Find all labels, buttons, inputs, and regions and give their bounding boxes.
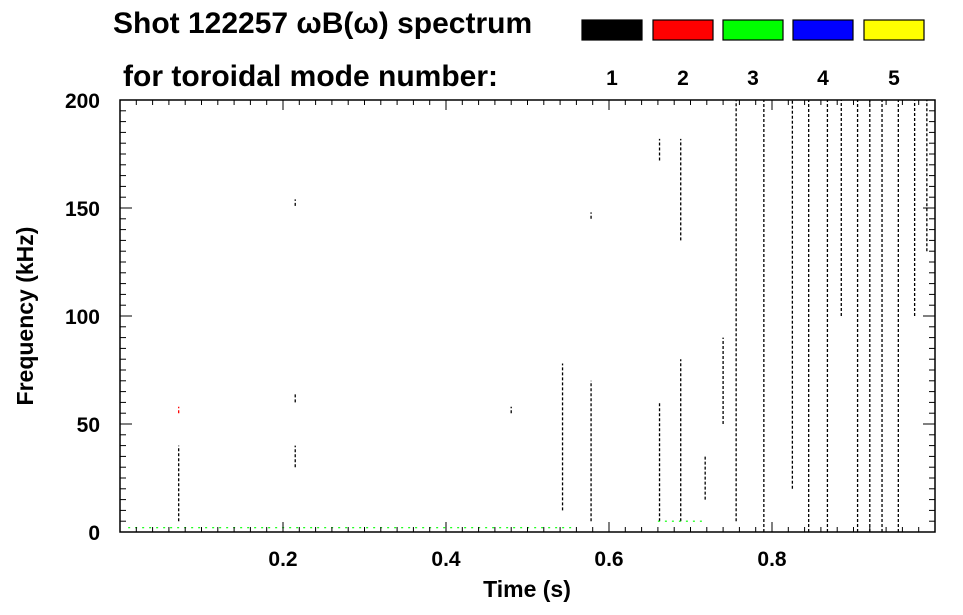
legend-label-mode-5: 5: [888, 67, 900, 90]
legend-swatch-mode-1: [581, 19, 643, 41]
legend-swatch-mode-2: [652, 19, 714, 41]
y-tick-label-0: 0: [88, 522, 100, 545]
y-axis: 0 50 100 150 200: [65, 90, 935, 545]
spectrum-features: [128, 100, 928, 532]
chart-title-line2: for toroidal mode number:: [123, 60, 498, 93]
x-tick-label-1: 0.4: [431, 548, 461, 571]
legend-label-mode-2: 2: [677, 67, 689, 90]
legend-swatch-mode-5: [863, 19, 925, 41]
mode-legend: 1 2 3 4 5: [581, 19, 925, 90]
legend-label-mode-4: 4: [817, 67, 829, 90]
legend-swatch-mode-4: [792, 19, 854, 41]
x-tick-label-2: 0.6: [594, 548, 623, 571]
y-tick-label-3: 150: [65, 198, 100, 221]
y-axis-label: Frequency (kHz): [12, 227, 38, 406]
x-tick-label-3: 0.8: [757, 548, 787, 571]
legend-swatch-mode-3: [722, 19, 784, 41]
legend-label-mode-1: 1: [606, 67, 618, 90]
y-tick-label-4: 200: [65, 90, 100, 113]
y-tick-label-1: 50: [77, 414, 100, 437]
x-axis: 0.2 0.4 0.6 0.8: [135, 100, 920, 571]
plot-frame: [119, 99, 936, 533]
legend-label-mode-3: 3: [747, 67, 759, 90]
x-axis-label: Time (s): [483, 576, 571, 602]
chart-title-line1: Shot 122257 ωB(ω) spectrum: [113, 7, 532, 40]
x-tick-label-0: 0.2: [268, 548, 297, 571]
y-tick-label-2: 100: [65, 306, 100, 329]
